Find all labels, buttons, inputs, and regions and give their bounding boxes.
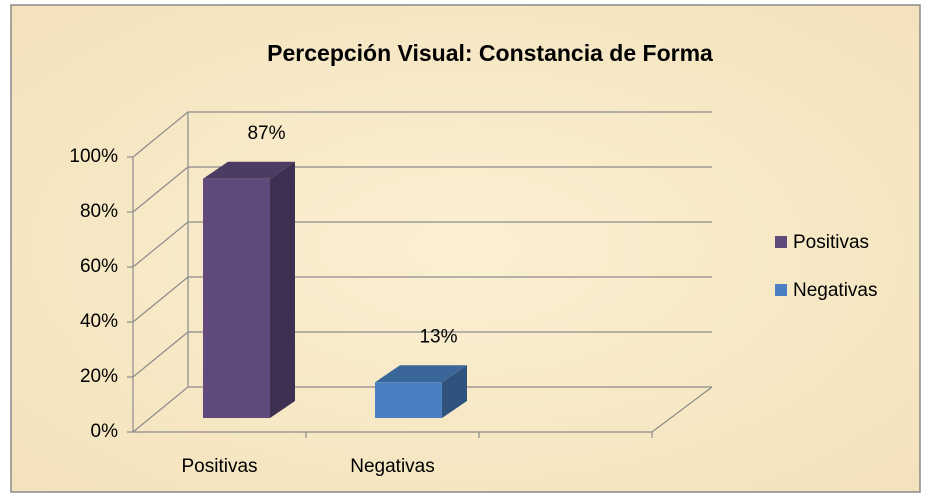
bar-side xyxy=(442,365,467,418)
y-tick-label: 0% xyxy=(91,421,119,442)
grid-line xyxy=(132,111,712,158)
grid-line xyxy=(132,276,712,323)
legend-swatch xyxy=(775,284,787,296)
grid-line xyxy=(132,331,712,378)
chart-title: Percepción Visual: Constancia de Forma xyxy=(267,40,713,66)
y-tick-label: 60% xyxy=(80,256,118,277)
legend-label: Negativas xyxy=(793,280,878,301)
x-tick-label: Positivas xyxy=(181,456,257,477)
grid-line xyxy=(132,386,712,433)
bar-side xyxy=(270,161,295,418)
bar-top xyxy=(203,161,295,179)
bar xyxy=(375,382,442,418)
y-tick-label: 40% xyxy=(80,311,118,332)
data-label: 87% xyxy=(247,123,285,144)
legend-label: Positivas xyxy=(793,232,869,253)
chart-area xyxy=(10,4,921,493)
data-label: 13% xyxy=(419,326,457,347)
y-tick-label: 100% xyxy=(69,146,118,167)
bar xyxy=(203,178,270,418)
y-tick-label: 80% xyxy=(80,201,118,222)
grid-line xyxy=(132,221,712,268)
legend-swatch xyxy=(775,236,787,248)
grid-line xyxy=(132,166,712,213)
y-tick-label: 20% xyxy=(80,366,118,387)
x-tick-label: Negativas xyxy=(350,456,435,477)
bar-top xyxy=(375,365,467,383)
